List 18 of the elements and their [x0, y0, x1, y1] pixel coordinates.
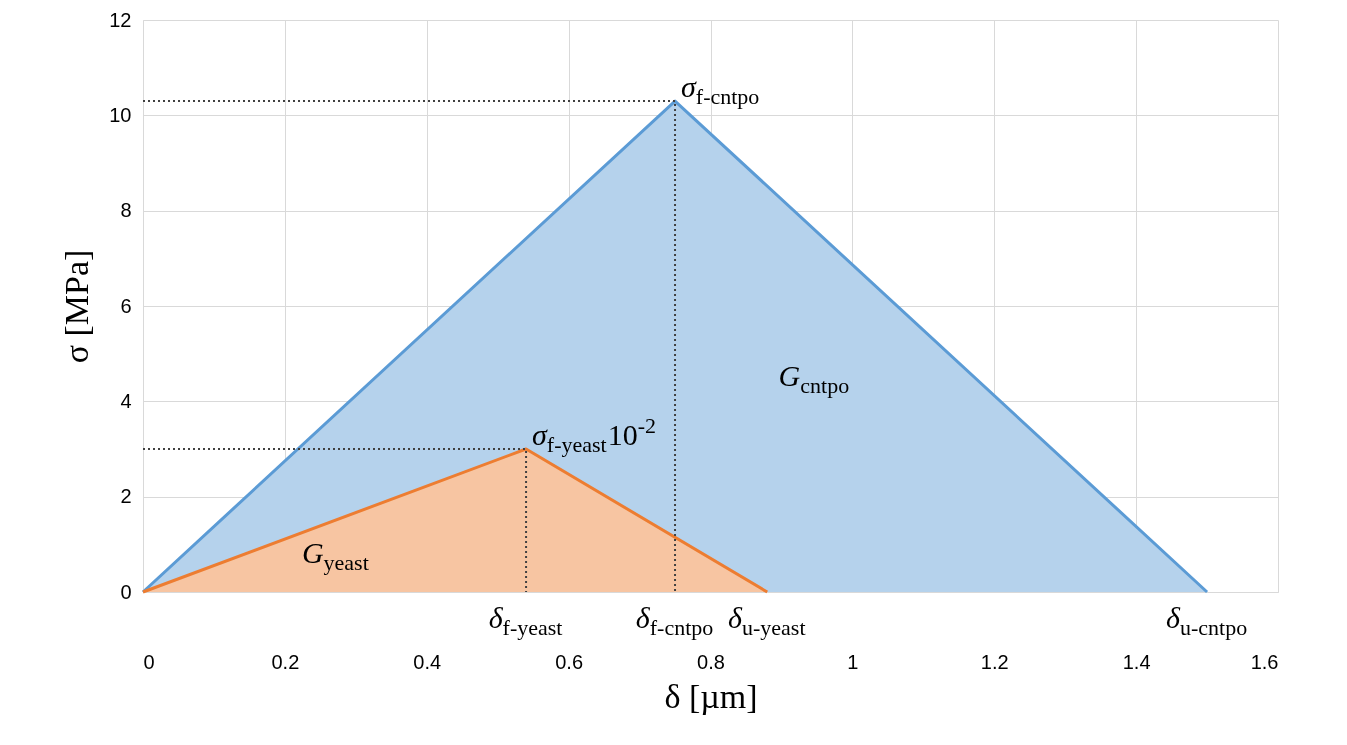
y-axis-title: σ [MPa] — [58, 249, 96, 364]
x-tick-label: 0 — [143, 650, 155, 673]
x-tick-label: 1 — [847, 650, 859, 673]
y-tick-label: 10 — [109, 103, 132, 126]
y-tick-label: 4 — [120, 389, 132, 412]
y-tick-label: 6 — [120, 294, 132, 317]
y-tick-label: 0 — [120, 580, 132, 603]
y-tick-label: 8 — [120, 199, 132, 222]
x-tick-label: 0.8 — [697, 650, 725, 673]
x-axis-title: δ [µm] — [664, 677, 758, 715]
x-tick-label: 0.2 — [271, 650, 300, 673]
x-tick-label: 1.6 — [1250, 650, 1279, 673]
x-tick-label: 0.4 — [413, 650, 442, 673]
y-tick-label: 12 — [109, 8, 132, 31]
x-tick-label: 0.6 — [555, 650, 584, 673]
x-tick-label: 1.2 — [980, 650, 1009, 673]
x-tick-label: 1.4 — [1122, 650, 1151, 673]
y-tick-label: 2 — [120, 485, 132, 508]
